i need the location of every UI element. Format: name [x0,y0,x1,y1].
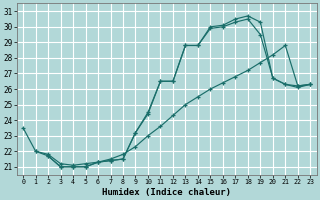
X-axis label: Humidex (Indice chaleur): Humidex (Indice chaleur) [102,188,231,197]
